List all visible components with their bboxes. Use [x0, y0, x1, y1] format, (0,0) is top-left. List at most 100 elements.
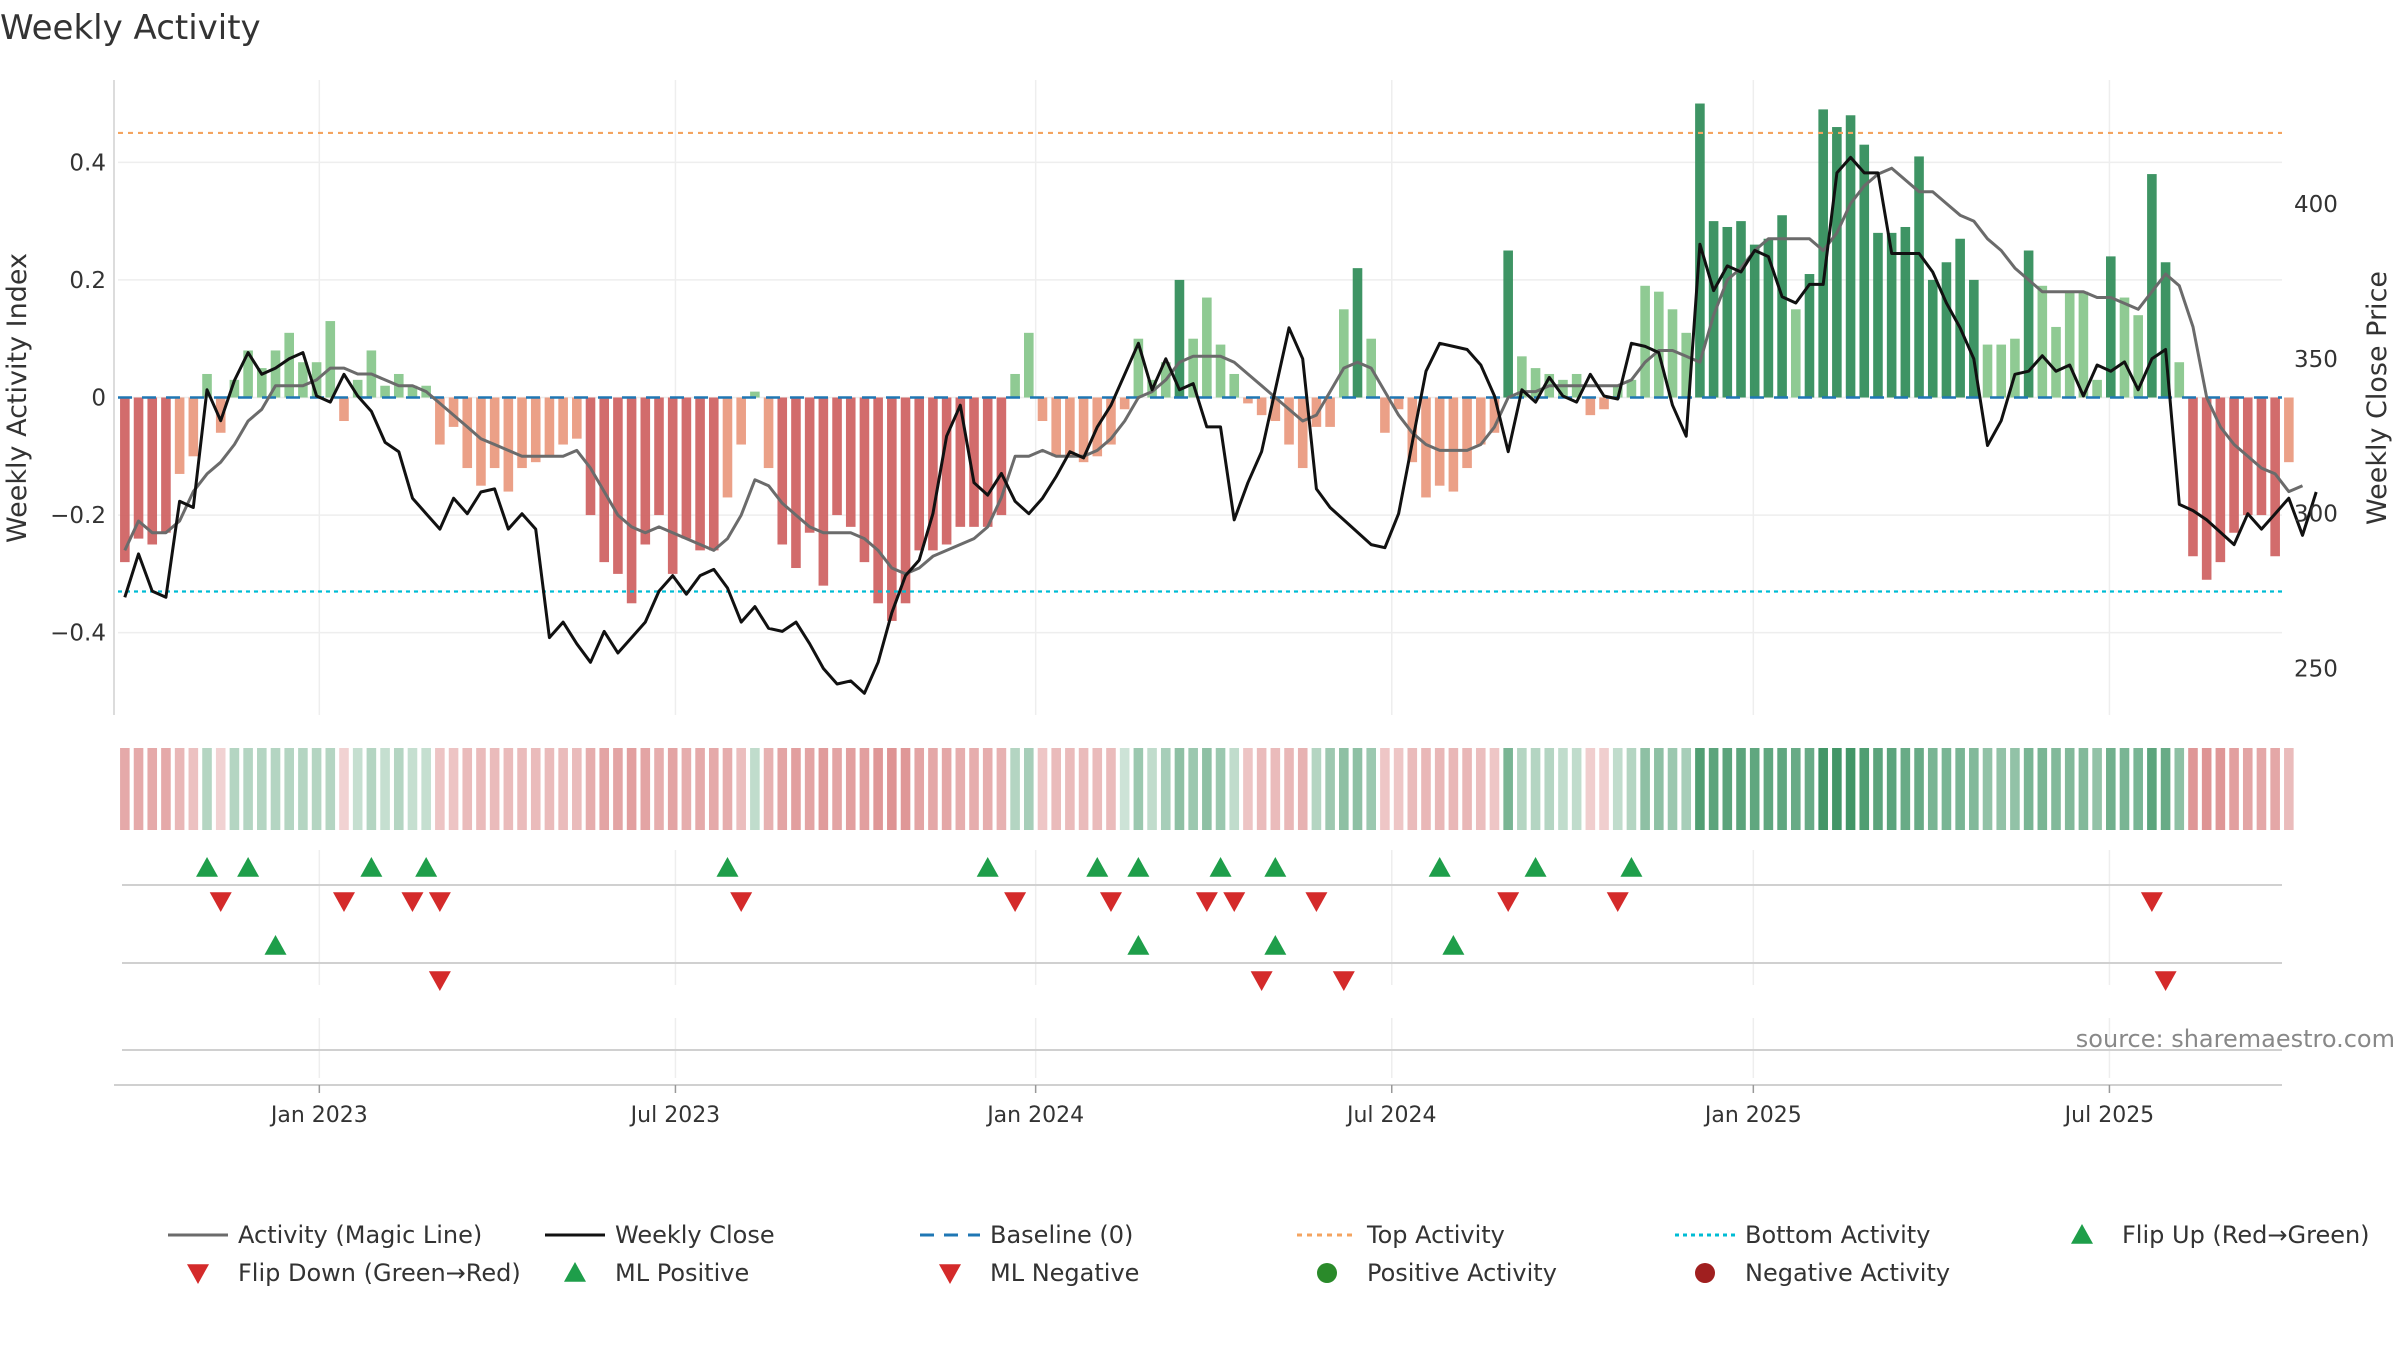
flip-up-marker [716, 857, 739, 877]
fingerprint-cell [174, 748, 185, 830]
activity-bar [530, 397, 541, 463]
fingerprint-cell [1914, 748, 1924, 830]
fingerprint-cell [750, 748, 760, 830]
fingerprint-cell [736, 748, 746, 830]
activity-bar [2215, 397, 2226, 563]
activity-bar [133, 397, 144, 539]
fingerprint-cell [1900, 748, 1911, 830]
right-axis-label: Weekly Close Price [2362, 271, 2393, 525]
activity-bar [257, 368, 267, 398]
ml-positive-marker [1264, 935, 1287, 955]
fingerprint-cell [1243, 748, 1253, 830]
fingerprint-cell [2201, 748, 2212, 830]
activity-bar [1215, 344, 1226, 398]
fingerprint-cell [845, 748, 856, 830]
fingerprint-cell [1982, 748, 1993, 830]
fingerprint-cell [2215, 748, 2226, 830]
activity-bar [147, 397, 158, 545]
fingerprint-cell [832, 748, 842, 830]
fingerprint-cell [1818, 748, 1828, 830]
legend-swatch [939, 1264, 961, 1284]
flip-down-marker [730, 892, 753, 912]
fingerprint-cell [161, 748, 171, 830]
fingerprint-cell [695, 748, 705, 830]
fingerprint-cell [1585, 748, 1596, 830]
flip-up-marker [415, 857, 438, 877]
fingerprint-cell [585, 748, 596, 830]
fingerprint-cell [1722, 748, 1733, 830]
activity-bar [325, 321, 336, 398]
activity-bar [2106, 256, 2116, 398]
flip-down-marker [1305, 892, 1328, 912]
fingerprint-cell [1202, 748, 1212, 830]
fingerprint-cell [1708, 748, 1719, 830]
legend-label: Baseline (0) [990, 1221, 1133, 1249]
activity-bar [2078, 291, 2089, 398]
left-axis-label: Weekly Activity Index [2, 253, 33, 543]
fingerprint-cell [1284, 748, 1294, 830]
activity-bar [1832, 127, 1842, 398]
fingerprint-cell [1393, 748, 1404, 830]
flip-down-marker [401, 892, 424, 912]
activity-bar [1777, 215, 1787, 398]
activity-bar [1914, 156, 1924, 398]
activity-bar [558, 397, 568, 445]
activity-bar [1654, 291, 1664, 398]
activity-bar [599, 397, 610, 563]
activity-bar [1202, 297, 1212, 398]
fingerprint-cell [1092, 748, 1103, 830]
fingerprint-cell [1558, 748, 1568, 830]
fingerprint-cell [1804, 748, 1815, 830]
activity-bar [1612, 385, 1623, 398]
fingerprint-cell [1024, 748, 1034, 830]
fingerprint-cell [1434, 748, 1445, 830]
fingerprint-cell [503, 748, 514, 830]
chart-title: Weekly Activity [0, 8, 261, 48]
activity-bar [339, 397, 349, 422]
activity-bar [1270, 397, 1281, 422]
fingerprint-cell [572, 748, 582, 830]
activity-bar [1927, 279, 1938, 398]
flip-down-marker [2140, 892, 2163, 912]
fingerprint-cell [544, 748, 555, 830]
fingerprint-cell [1270, 748, 1281, 830]
activity-bar [1804, 274, 1815, 398]
fingerprint-cell [325, 748, 336, 830]
fingerprint-cell [1297, 748, 1308, 830]
legend-label: ML Negative [990, 1259, 1139, 1287]
flip-down-marker [209, 892, 232, 912]
legend-label: Top Activity [1366, 1221, 1505, 1249]
activity-bar [1393, 397, 1404, 410]
activity-bar [1051, 397, 1061, 457]
activity-bar [1640, 285, 1650, 398]
activity-bar [1749, 244, 1760, 398]
activity-bar [1585, 397, 1596, 416]
activity-bar [1421, 397, 1431, 498]
flip-up-marker [360, 857, 383, 877]
x-tick-label: Jan 2025 [1703, 1103, 1802, 1128]
fingerprint-cell [2078, 748, 2089, 830]
left-tick-label: 0 [91, 386, 106, 412]
fingerprint-cell [1475, 748, 1486, 830]
fingerprint-cell [1229, 748, 1240, 830]
left-tick-label: 0.2 [69, 268, 106, 294]
activity-bar [859, 397, 870, 563]
activity-bar [777, 397, 788, 545]
activity-bar [1010, 373, 1020, 398]
right-tick-label: 350 [2294, 347, 2338, 373]
ml-negative-marker [2154, 971, 2177, 991]
fingerprint-cell [188, 748, 199, 830]
fingerprint-cell [1352, 748, 1363, 830]
fingerprint-cell [284, 748, 294, 830]
fingerprint-cell [1571, 748, 1582, 830]
activity-bar [654, 397, 664, 516]
fingerprint-cell [229, 748, 240, 830]
legend-swatch [2071, 1224, 2093, 1244]
activity-bar [1037, 397, 1048, 422]
fingerprint-cell [928, 748, 938, 830]
fingerprint-cell [2174, 748, 2185, 830]
fingerprint-cell [2270, 748, 2280, 830]
fingerprint-cell [708, 748, 719, 830]
fingerprint-cell [1174, 748, 1185, 830]
fingerprint-cell [1859, 748, 1870, 830]
